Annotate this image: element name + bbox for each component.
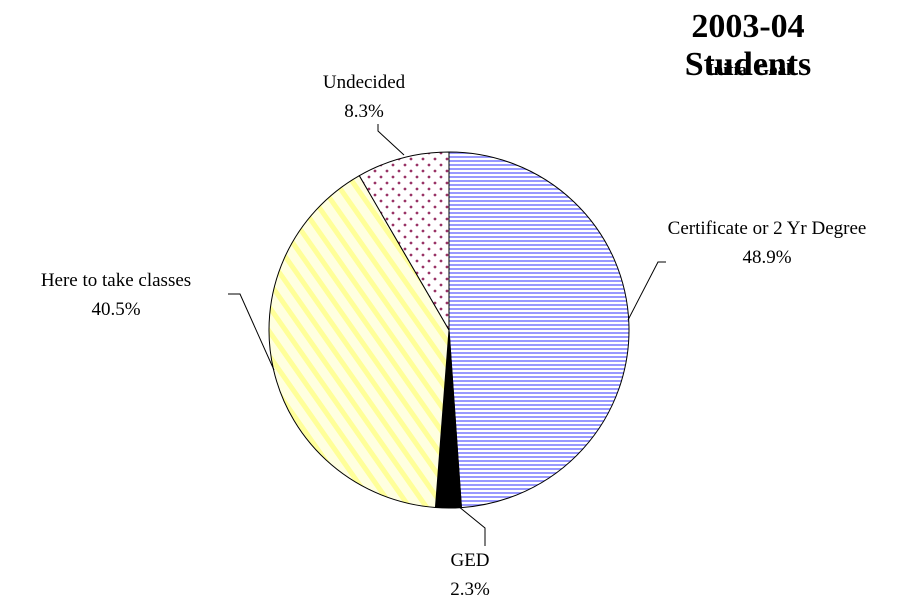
value-label: 2.3% [450, 579, 490, 600]
value-label: 8.3% [344, 101, 384, 122]
leader-line [228, 293, 275, 371]
slice-label: GED 2.3% [410, 546, 530, 604]
value-label: 40.5% [91, 299, 141, 320]
leader-line [627, 261, 666, 321]
slice-label: Certificate or 2 Yr Degree 48.9% [657, 214, 877, 272]
leader-line [377, 124, 405, 156]
slice-label: Undecided 8.3% [294, 68, 434, 126]
chart-subtitle: Initial Goal [707, 60, 791, 79]
category-label: Undecided [322, 72, 406, 93]
pie-slice [448, 151, 630, 509]
category-label: GED [450, 550, 490, 571]
value-label: 48.9% [742, 247, 792, 268]
slice-label: Here to take classes 40.5% [0, 266, 236, 324]
chart-title: 2003-04 Students [684, 8, 812, 83]
leader-line [457, 505, 486, 546]
category-label: Certificate or 2 Yr Degree [667, 218, 867, 239]
category-label: Here to take classes [40, 270, 192, 291]
pie-slice [358, 151, 450, 332]
